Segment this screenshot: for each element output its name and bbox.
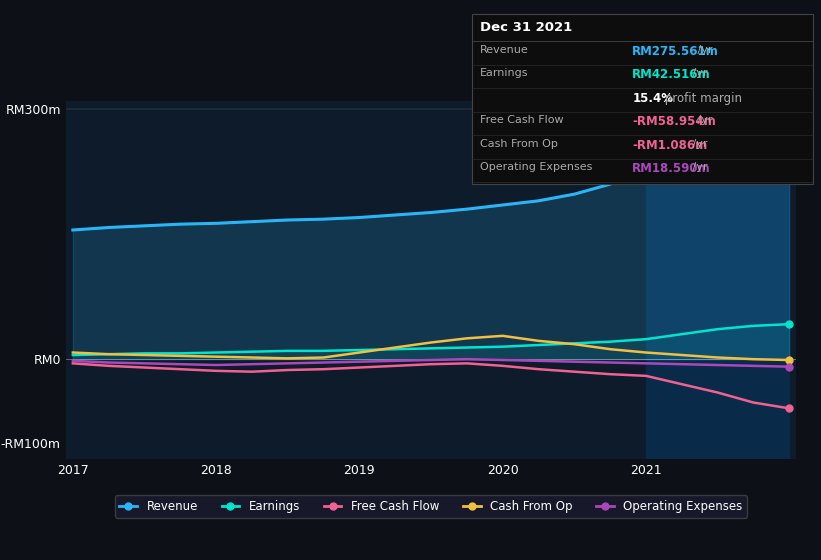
Text: /yr: /yr <box>689 139 708 148</box>
Text: /yr: /yr <box>689 68 708 78</box>
Legend: Revenue, Earnings, Free Cash Flow, Cash From Op, Operating Expenses: Revenue, Earnings, Free Cash Flow, Cash … <box>115 496 747 518</box>
Text: RM42.516m: RM42.516m <box>632 68 711 81</box>
Bar <box>646 101 789 459</box>
Text: /yr: /yr <box>694 45 713 54</box>
Text: Operating Expenses: Operating Expenses <box>480 162 593 172</box>
Text: /yr: /yr <box>694 115 713 125</box>
Text: RM275.561m: RM275.561m <box>632 45 719 58</box>
Text: profit margin: profit margin <box>661 92 742 105</box>
Text: /yr: /yr <box>689 162 708 172</box>
Text: Cash From Op: Cash From Op <box>480 139 558 148</box>
Text: Dec 31 2021: Dec 31 2021 <box>480 21 572 34</box>
Text: -RM1.086m: -RM1.086m <box>632 139 708 152</box>
Text: Free Cash Flow: Free Cash Flow <box>480 115 564 125</box>
Text: Earnings: Earnings <box>480 68 529 78</box>
Text: -RM58.954m: -RM58.954m <box>632 115 716 128</box>
Text: Revenue: Revenue <box>480 45 529 54</box>
Text: RM18.590m: RM18.590m <box>632 162 711 175</box>
Text: 15.4%: 15.4% <box>632 92 673 105</box>
